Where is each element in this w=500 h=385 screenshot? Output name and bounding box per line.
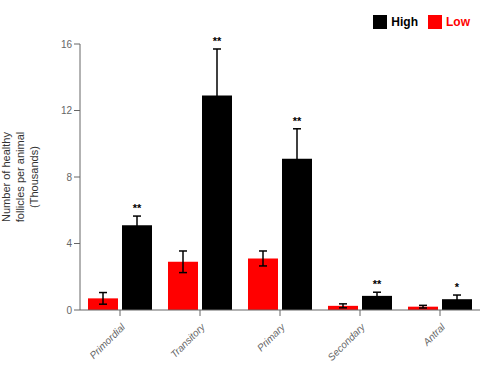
svg-text:0: 0 [66,305,72,316]
svg-text:Secondary: Secondary [325,321,367,363]
svg-text:4: 4 [66,238,72,249]
svg-text:**: ** [373,278,382,290]
svg-text:8: 8 [66,172,72,183]
svg-text:Number of healthyfollicles per: Number of healthyfollicles per animal(Th… [8,132,40,223]
svg-text:**: ** [133,202,142,214]
html-text:High: High [391,15,418,29]
svg-text:12: 12 [61,105,73,116]
svg-text:16: 16 [61,39,73,50]
svg-text:Primordial: Primordial [87,321,127,361]
svg-text:Transitory: Transitory [168,321,207,360]
svg-text:Antral: Antral [420,321,448,349]
svg-text:**: ** [293,115,302,127]
html-text:Low: Low [446,15,470,29]
svg-text:**: ** [213,35,222,47]
svg-text:Primary: Primary [255,321,288,354]
svg-text:*: * [455,281,460,293]
